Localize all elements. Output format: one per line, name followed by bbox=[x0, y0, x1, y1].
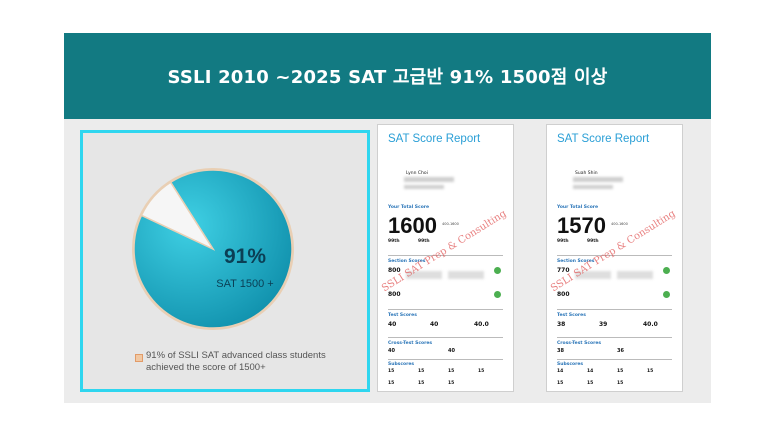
redacted-info bbox=[573, 185, 613, 189]
check-icon bbox=[663, 291, 670, 298]
subscore: 15 bbox=[647, 369, 654, 374]
redacted-info bbox=[404, 177, 454, 182]
fine-print bbox=[406, 271, 442, 279]
student-name: Lynn Choi bbox=[406, 171, 428, 176]
subscore: 15 bbox=[617, 381, 624, 386]
fine-print bbox=[617, 271, 653, 279]
subscore: 15 bbox=[448, 369, 455, 374]
math-test-score: 40.0 bbox=[474, 321, 489, 328]
percentile-1: 99th bbox=[557, 239, 569, 244]
redacted-info bbox=[573, 177, 623, 182]
slide-title: SSLI 2010 ~2025 SAT 고급반 91% 1500점 이상 bbox=[167, 67, 608, 88]
subscore: 15 bbox=[418, 369, 425, 374]
subscore: 15 bbox=[388, 369, 395, 374]
score-range: 400-1600 bbox=[611, 222, 628, 226]
divider bbox=[557, 255, 672, 256]
score-range: 400-1600 bbox=[442, 222, 459, 226]
writing-score: 40 bbox=[430, 321, 439, 328]
subscore: 14 bbox=[557, 369, 564, 374]
reading-score: 40 bbox=[388, 321, 397, 328]
subscore: 14 bbox=[587, 369, 594, 374]
writing-score: 39 bbox=[599, 321, 608, 328]
subscore: 15 bbox=[388, 381, 395, 386]
legend-swatch bbox=[135, 354, 143, 362]
subscores-label: Subscores bbox=[557, 362, 584, 367]
check-icon bbox=[494, 291, 501, 298]
percentile-1: 99th bbox=[388, 239, 400, 244]
chart-legend: 91% of SSLI SAT advanced class students … bbox=[135, 350, 356, 374]
math-score: 800 bbox=[557, 291, 570, 298]
percentile-2: 99th bbox=[587, 239, 599, 244]
fine-print bbox=[575, 271, 611, 279]
subscore: 15 bbox=[418, 381, 425, 386]
score-report-1: SAT Score Report Lynn Choi Your Total Sc… bbox=[377, 124, 514, 392]
reading-score: 38 bbox=[557, 321, 566, 328]
student-name: Suah Shin bbox=[575, 171, 598, 176]
math-score: 800 bbox=[388, 291, 401, 298]
section-scores-label: Section Scores bbox=[388, 259, 426, 264]
redacted-info bbox=[404, 185, 444, 189]
total-score: 1600 bbox=[388, 213, 437, 238]
pie-chart: 91% SAT 1500 + bbox=[132, 168, 294, 330]
cross-score-2: 36 bbox=[617, 348, 624, 354]
test-scores-label: Test Scores bbox=[388, 313, 417, 318]
divider bbox=[388, 309, 503, 310]
report-title: SAT Score Report bbox=[388, 133, 481, 145]
score-report-2: SAT Score Report Suah Shin Your Total Sc… bbox=[546, 124, 683, 392]
cross-test-label: Cross-Test Scores bbox=[388, 341, 433, 346]
report-title: SAT Score Report bbox=[557, 133, 650, 145]
subscore: 15 bbox=[557, 381, 564, 386]
divider bbox=[557, 359, 672, 360]
pie-center-label: SAT 1500 + bbox=[216, 278, 273, 290]
subscore: 15 bbox=[617, 369, 624, 374]
subscores-label: Subscores bbox=[388, 362, 415, 367]
divider bbox=[388, 359, 503, 360]
total-score: 1570 bbox=[557, 213, 606, 238]
total-score-label: Your Total Score bbox=[388, 205, 430, 210]
divider bbox=[388, 255, 503, 256]
check-icon bbox=[494, 267, 501, 274]
fine-print bbox=[448, 271, 484, 279]
divider bbox=[388, 337, 503, 338]
erw-score: 800 bbox=[388, 267, 401, 274]
pie-chart-panel: 91% SAT 1500 + 91% of SSLI SAT advanced c… bbox=[80, 130, 370, 392]
pie-center-value: 91% bbox=[224, 245, 266, 268]
math-test-score: 40.0 bbox=[643, 321, 658, 328]
divider bbox=[557, 309, 672, 310]
slide: SSLI 2010 ~2025 SAT 고급반 91% 1500점 이상 91%… bbox=[64, 33, 711, 403]
subscore: 15 bbox=[587, 381, 594, 386]
cross-test-label: Cross-Test Scores bbox=[557, 341, 602, 346]
cross-score-1: 38 bbox=[557, 348, 564, 354]
cross-score-2: 40 bbox=[448, 348, 455, 354]
subscore: 15 bbox=[478, 369, 485, 374]
legend-text: 91% of SSLI SAT advanced class students … bbox=[146, 350, 326, 373]
pie-slice-remainder bbox=[140, 181, 216, 251]
cross-score-1: 40 bbox=[388, 348, 395, 354]
percentile-2: 99th bbox=[418, 239, 430, 244]
test-scores-label: Test Scores bbox=[557, 313, 586, 318]
subscore: 15 bbox=[448, 381, 455, 386]
section-scores-label: Section Scores bbox=[557, 259, 595, 264]
check-icon bbox=[663, 267, 670, 274]
title-banner: SSLI 2010 ~2025 SAT 고급반 91% 1500점 이상 bbox=[64, 33, 711, 119]
divider bbox=[557, 337, 672, 338]
erw-score: 770 bbox=[557, 267, 570, 274]
total-score-label: Your Total Score bbox=[557, 205, 599, 210]
